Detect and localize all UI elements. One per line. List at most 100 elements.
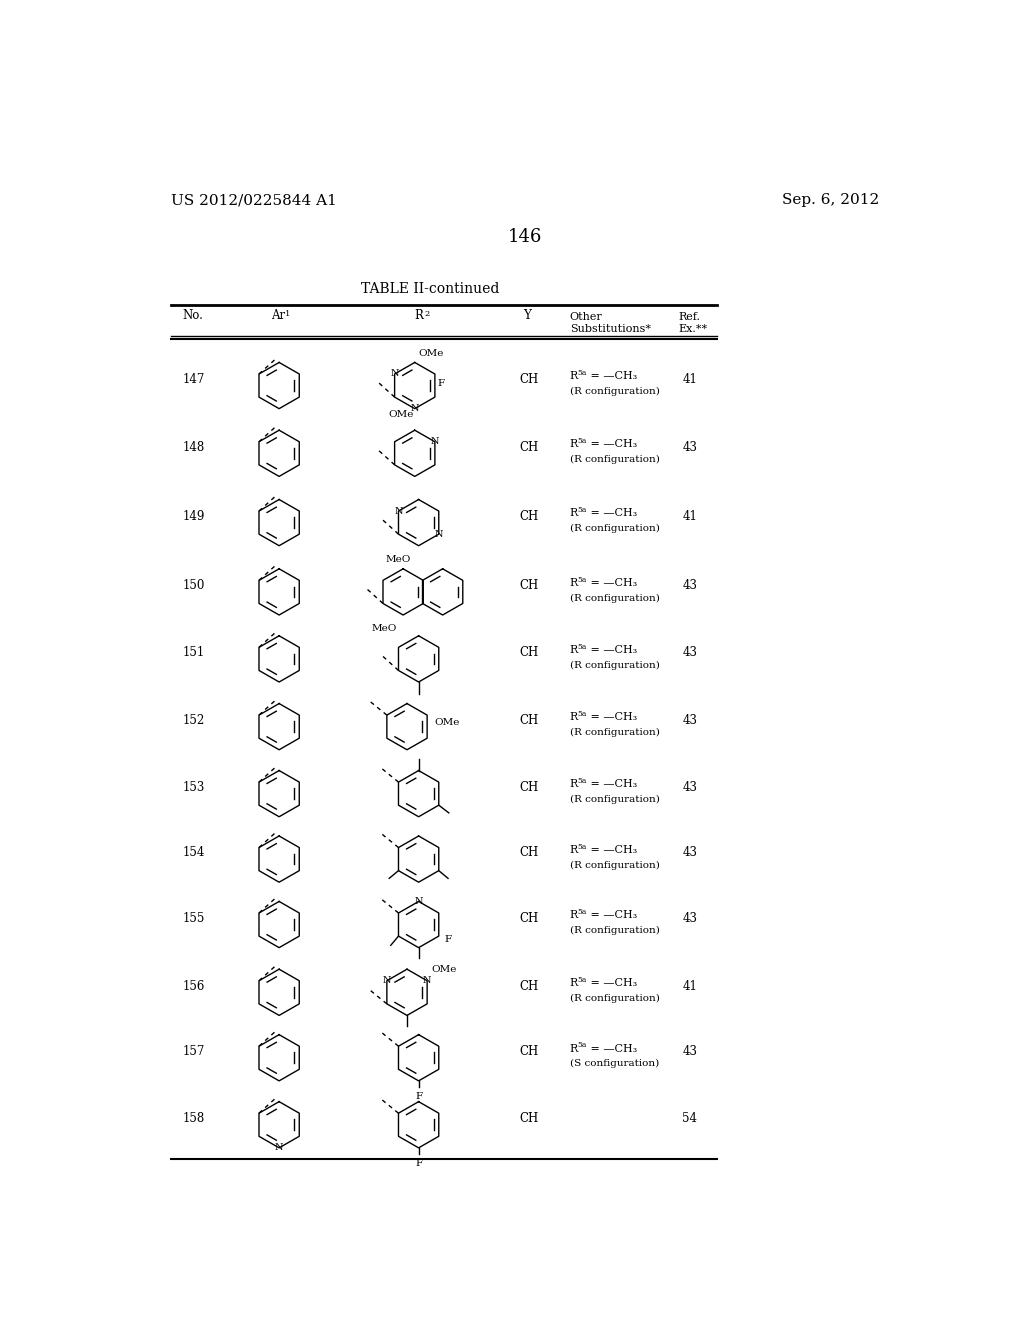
Text: CH: CH	[519, 1111, 539, 1125]
Text: 5a: 5a	[578, 777, 587, 785]
Text: 5a: 5a	[578, 507, 587, 515]
Text: N: N	[415, 898, 423, 906]
Text: 157: 157	[182, 1045, 205, 1059]
Text: CH: CH	[519, 714, 539, 727]
Text: CH: CH	[519, 510, 539, 523]
Text: 43: 43	[682, 912, 697, 925]
Text: R: R	[569, 978, 578, 989]
Text: 43: 43	[682, 647, 697, 659]
Text: 158: 158	[182, 1111, 205, 1125]
Text: 5a: 5a	[578, 437, 587, 445]
Text: TABLE II-continued: TABLE II-continued	[361, 281, 500, 296]
Text: = —CH₃: = —CH₃	[587, 440, 637, 449]
Text: = —CH₃: = —CH₃	[587, 644, 637, 655]
Text: 147: 147	[182, 372, 205, 385]
Text: R: R	[569, 1044, 578, 1053]
Text: CH: CH	[519, 441, 539, 454]
Text: R: R	[569, 845, 578, 855]
Text: Sep. 6, 2012: Sep. 6, 2012	[782, 193, 880, 207]
Text: R: R	[569, 644, 578, 655]
Text: Ex.**: Ex.**	[678, 323, 708, 334]
Text: N: N	[411, 404, 419, 413]
Text: CH: CH	[519, 1045, 539, 1059]
Text: US 2012/0225844 A1: US 2012/0225844 A1	[171, 193, 337, 207]
Text: = —CH₃: = —CH₃	[587, 578, 637, 587]
Text: R: R	[569, 508, 578, 519]
Text: = —CH₃: = —CH₃	[587, 371, 637, 381]
Text: (R configuration): (R configuration)	[569, 795, 659, 804]
Text: 5a: 5a	[578, 975, 587, 983]
Text: 54: 54	[682, 1111, 697, 1125]
Text: = —CH₃: = —CH₃	[587, 508, 637, 519]
Text: = —CH₃: = —CH₃	[587, 978, 637, 989]
Text: = —CH₃: = —CH₃	[587, 713, 637, 722]
Text: R: R	[569, 713, 578, 722]
Text: 153: 153	[182, 781, 205, 795]
Text: 43: 43	[682, 781, 697, 795]
Text: OMe: OMe	[431, 965, 457, 974]
Text: 5a: 5a	[578, 1041, 587, 1049]
Text: CH: CH	[519, 781, 539, 795]
Text: F: F	[415, 1092, 422, 1101]
Text: 43: 43	[682, 846, 697, 859]
Text: (S configuration): (S configuration)	[569, 1060, 659, 1068]
Text: CH: CH	[519, 912, 539, 925]
Text: Substitutions*: Substitutions*	[569, 323, 650, 334]
Text: 41: 41	[682, 372, 697, 385]
Text: (R configuration): (R configuration)	[569, 927, 659, 936]
Text: F: F	[437, 379, 444, 388]
Text: OMe: OMe	[434, 718, 460, 727]
Text: 5a: 5a	[578, 710, 587, 718]
Text: CH: CH	[519, 647, 539, 659]
Text: (R configuration): (R configuration)	[569, 455, 659, 465]
Text: R: R	[569, 440, 578, 449]
Text: 5a: 5a	[578, 908, 587, 916]
Text: 156: 156	[182, 979, 205, 993]
Text: CH: CH	[519, 979, 539, 993]
Text: Ref.: Ref.	[678, 313, 700, 322]
Text: N: N	[390, 370, 399, 379]
Text: R: R	[569, 371, 578, 381]
Text: N: N	[423, 977, 431, 985]
Text: 41: 41	[682, 979, 697, 993]
Text: R: R	[569, 911, 578, 920]
Text: 5a: 5a	[578, 370, 587, 378]
Text: = —CH₃: = —CH₃	[587, 779, 637, 789]
Text: = —CH₃: = —CH₃	[587, 1044, 637, 1053]
Text: 5a: 5a	[578, 842, 587, 851]
Text: R: R	[569, 779, 578, 789]
Text: 2: 2	[424, 310, 429, 318]
Text: N: N	[383, 977, 391, 985]
Text: 149: 149	[182, 510, 205, 523]
Text: F: F	[415, 1159, 422, 1168]
Text: CH: CH	[519, 372, 539, 385]
Text: CH: CH	[519, 579, 539, 593]
Text: 1: 1	[286, 310, 291, 318]
Text: 152: 152	[182, 714, 205, 727]
Text: (R configuration): (R configuration)	[569, 729, 659, 738]
Text: 150: 150	[182, 579, 205, 593]
Text: Other: Other	[569, 313, 602, 322]
Text: 43: 43	[682, 1045, 697, 1059]
Text: MeO: MeO	[385, 554, 411, 564]
Text: 146: 146	[508, 227, 542, 246]
Text: = —CH₃: = —CH₃	[587, 845, 637, 855]
Text: (R configuration): (R configuration)	[569, 861, 659, 870]
Text: 43: 43	[682, 579, 697, 593]
Text: 148: 148	[182, 441, 205, 454]
Text: 5a: 5a	[578, 643, 587, 651]
Text: N: N	[274, 1143, 284, 1152]
Text: (R configuration): (R configuration)	[569, 994, 659, 1003]
Text: = —CH₃: = —CH₃	[587, 911, 637, 920]
Text: 43: 43	[682, 714, 697, 727]
Text: (R configuration): (R configuration)	[569, 387, 659, 396]
Text: Ar: Ar	[271, 309, 286, 322]
Text: (R configuration): (R configuration)	[569, 524, 659, 533]
Text: OMe: OMe	[388, 409, 414, 418]
Text: (R configuration): (R configuration)	[569, 594, 659, 603]
Text: N: N	[434, 529, 443, 539]
Text: N: N	[394, 507, 402, 516]
Text: N: N	[431, 437, 439, 446]
Text: CH: CH	[519, 846, 539, 859]
Text: 43: 43	[682, 441, 697, 454]
